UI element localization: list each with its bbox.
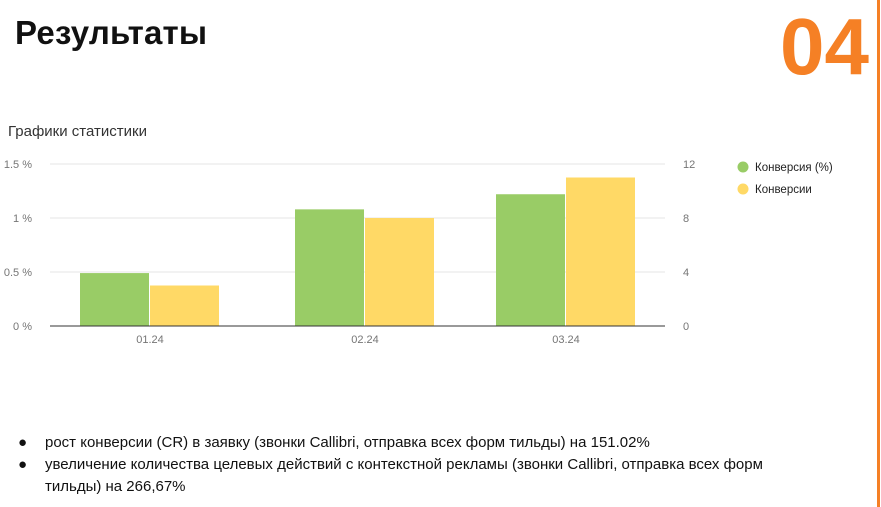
x-tick-label: 03.24 bbox=[552, 334, 580, 346]
legend-label: Конверсии bbox=[755, 184, 812, 196]
bullet-list: ● рост конверсии (CR) в заявку (звонки C… bbox=[18, 432, 818, 498]
page-title: Результаты bbox=[15, 14, 208, 51]
chart-title: Графики статистики bbox=[8, 123, 147, 140]
y-left-tick-label: 0.5 % bbox=[4, 267, 32, 279]
x-tick-label: 01.24 bbox=[136, 334, 164, 346]
bar bbox=[365, 218, 434, 326]
legend-marker-icon bbox=[737, 183, 749, 195]
bar bbox=[295, 209, 364, 326]
accent-rule bbox=[877, 0, 880, 507]
bullet-dot-icon: ● bbox=[18, 434, 28, 451]
bullet-item: ● увеличение количества целевых действий… bbox=[18, 454, 818, 498]
bar bbox=[566, 177, 635, 326]
y-left-tick-label: 1 % bbox=[13, 213, 32, 225]
y-left-tick-label: 0 % bbox=[13, 321, 32, 333]
bullet-text: увеличение количества целевых действий с… bbox=[45, 456, 763, 495]
bar bbox=[150, 285, 219, 326]
x-tick-label: 02.24 bbox=[351, 334, 379, 346]
y-right-tick-label: 0 bbox=[683, 321, 689, 333]
y-left-tick-label: 1.5 % bbox=[4, 159, 32, 171]
bullet-text: рост конверсии (CR) в заявку (звонки Cal… bbox=[45, 434, 650, 451]
bullet-dot-icon: ● bbox=[18, 456, 28, 473]
bullet-item: ● рост конверсии (CR) в заявку (звонки C… bbox=[18, 432, 818, 454]
legend-label: Конверсия (%) bbox=[755, 162, 833, 174]
chart: 0 % 0 0.5 % 4 1 % 8 1.5 % 12 01.24 02.24 03.24 Конв… bbox=[4, 159, 833, 346]
y-right-tick-label: 4 bbox=[683, 267, 689, 279]
y-right-tick-label: 12 bbox=[683, 159, 695, 171]
y-right-tick-label: 8 bbox=[683, 213, 689, 225]
bar bbox=[80, 273, 149, 326]
section-number: 04 bbox=[780, 2, 869, 91]
legend-marker-icon bbox=[737, 161, 749, 173]
bar bbox=[496, 194, 565, 326]
